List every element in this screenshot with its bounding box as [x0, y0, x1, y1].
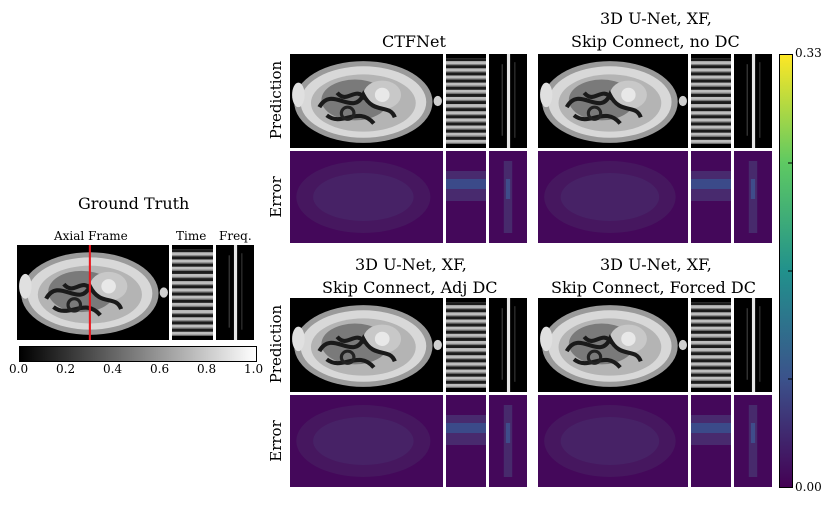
- method-title-line2: Skip Connect, no DC: [571, 32, 740, 51]
- gray-tick-0: 0.0: [9, 362, 29, 376]
- gt-time-profile: [172, 245, 213, 340]
- forceddc-prediction-axial: [538, 298, 688, 392]
- method-title-line1: 3D U-Net, XF,: [355, 255, 467, 274]
- forceddc-error-time: [691, 395, 731, 487]
- method-title-line2: Skip Connect, Adj DC: [322, 278, 498, 297]
- freq-label: Freq.: [219, 229, 252, 243]
- nodc-prediction-freq: [734, 54, 772, 148]
- ground-truth-title: Ground Truth: [78, 194, 190, 213]
- grayscale-colorbar: [19, 346, 257, 362]
- ctfnet-prediction-freq: [489, 54, 527, 148]
- gray-tick-5: 1.0: [244, 362, 264, 376]
- nodc-error-freq: [734, 151, 772, 243]
- gt-freq-profile: [216, 245, 254, 340]
- nodc-error-axial: [538, 151, 688, 243]
- method-title-line1: 3D U-Net, XF,: [600, 9, 712, 28]
- nodc-prediction-time: [691, 54, 731, 148]
- ctfnet-prediction-axial: [290, 54, 443, 148]
- ctfnet-error-time: [446, 151, 486, 243]
- adjdc-prediction-freq: [489, 298, 527, 392]
- forceddc-error-freq: [734, 395, 772, 487]
- row-label-prediction: Prediction: [267, 60, 285, 140]
- nodc-error-time: [691, 151, 731, 243]
- adjdc-error-axial: [290, 395, 443, 487]
- method-title-line2: Skip Connect, Forced DC: [551, 278, 756, 297]
- row-label-error: Error: [267, 176, 285, 218]
- method-title-line2: CTFNet: [382, 32, 446, 51]
- forceddc-prediction-time: [691, 298, 731, 392]
- method-title-line1: 3D U-Net, XF,: [600, 255, 712, 274]
- row-label-prediction: Prediction: [267, 304, 285, 384]
- error-colorbar: [779, 54, 793, 488]
- gray-tick-1: 0.2: [56, 362, 76, 376]
- time-label: Time: [176, 229, 207, 243]
- row-label-error: Error: [267, 420, 285, 462]
- axial-frame-label: Axial Frame: [54, 229, 128, 243]
- gt-axial-frame: [17, 245, 169, 340]
- adjdc-prediction-time: [446, 298, 486, 392]
- adjdc-error-time: [446, 395, 486, 487]
- forceddc-prediction-freq: [734, 298, 772, 392]
- adjdc-error-freq: [489, 395, 527, 487]
- adjdc-prediction-axial: [290, 298, 443, 392]
- forceddc-error-axial: [538, 395, 688, 487]
- ctfnet-error-axial: [290, 151, 443, 243]
- error-colorbar-min: 0.00: [795, 480, 822, 494]
- gray-tick-4: 0.8: [197, 362, 217, 376]
- nodc-prediction-axial: [538, 54, 688, 148]
- ctfnet-prediction-time: [446, 54, 486, 148]
- gray-tick-2: 0.4: [103, 362, 123, 376]
- ctfnet-error-freq: [489, 151, 527, 243]
- gray-tick-3: 0.6: [150, 362, 170, 376]
- error-colorbar-max: 0.33: [795, 46, 822, 60]
